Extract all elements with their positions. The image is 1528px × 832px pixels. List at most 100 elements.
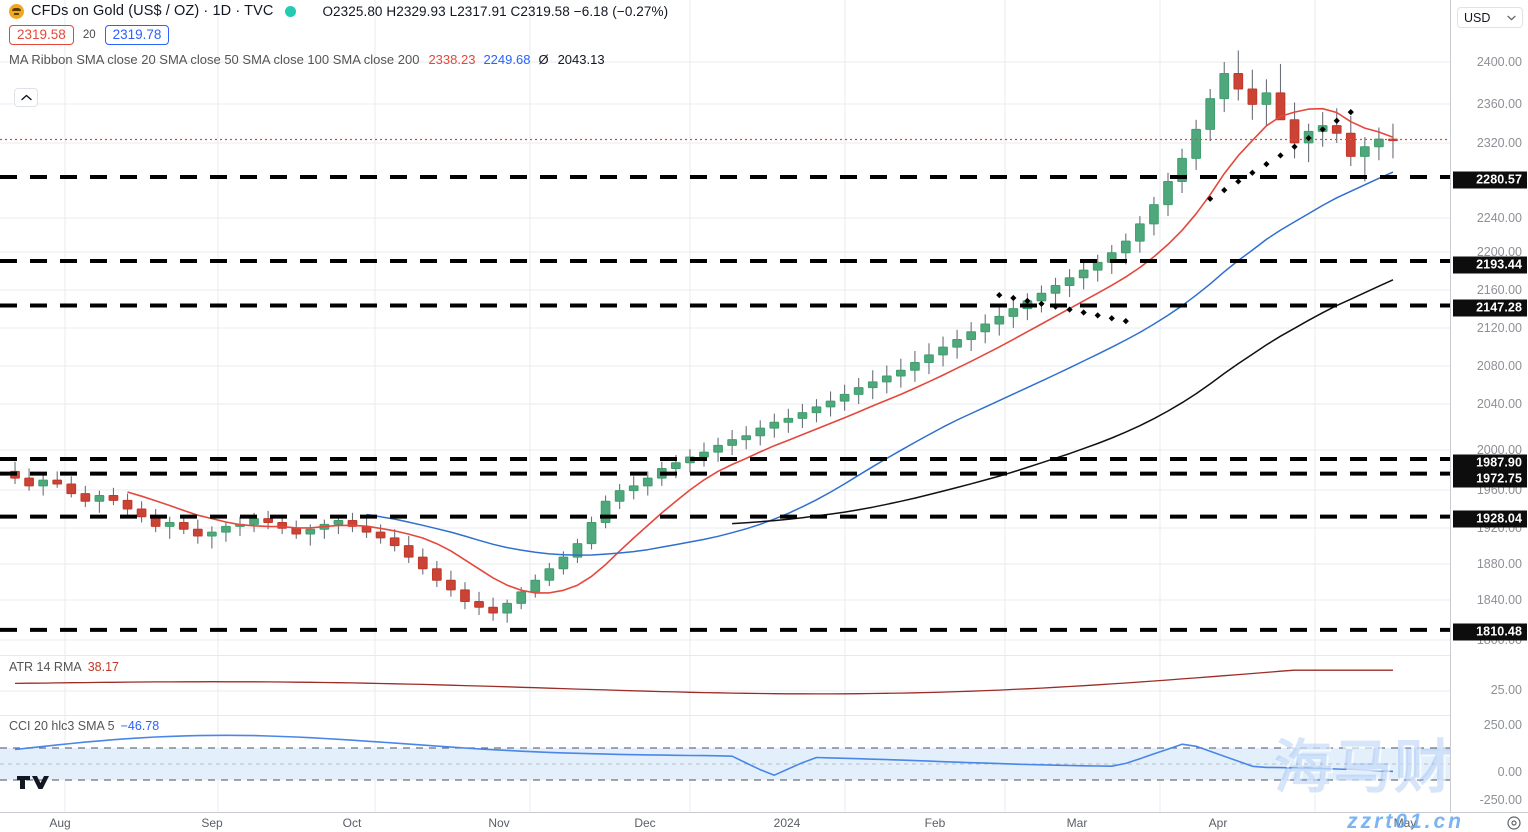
candle-body: [924, 354, 934, 364]
candle-body: [1205, 98, 1216, 130]
candle-body: [1219, 73, 1230, 100]
candle-body: [910, 362, 920, 371]
parabolic-sar-dot: [1319, 126, 1326, 133]
currency-label: USD: [1464, 10, 1491, 25]
candle-body: [881, 375, 892, 383]
atr-value: 38.17: [87, 660, 119, 674]
candle-body: [783, 417, 794, 423]
candle-body: [1261, 92, 1272, 105]
time-tick: May: [1393, 816, 1417, 830]
candle-body: [80, 493, 91, 502]
candle-body: [1008, 308, 1019, 317]
candle-body: [895, 369, 906, 377]
candle-body: [713, 444, 723, 453]
candle-body: [699, 451, 709, 458]
candle-body: [1064, 277, 1075, 286]
time-axis[interactable]: Aug Sep Oct Nov Dec 2024 Feb Mar Apr May: [0, 812, 1528, 832]
time-tick: 2024: [773, 816, 801, 830]
price-tick: 2240.00: [1476, 211, 1522, 225]
parabolic-sar-dot: [1221, 187, 1228, 194]
time-tick: Nov: [488, 816, 510, 830]
candle-body: [755, 427, 766, 437]
chevron-down-icon: [1507, 15, 1516, 20]
collapse-legend-button[interactable]: [14, 88, 38, 107]
atr-legend: ATR 14 RMA 38.17: [9, 660, 119, 674]
parabolic-sar-dot: [1249, 169, 1256, 176]
sma-mid-line: [366, 171, 1394, 556]
candle-body: [403, 545, 414, 558]
candle-body: [994, 315, 1005, 325]
indicator-price-tick: 25.00: [1490, 683, 1522, 697]
candle-body: [305, 528, 316, 535]
candle-body: [52, 479, 63, 485]
price-tick: 2200.00: [1476, 245, 1522, 259]
candle-body: [825, 400, 836, 408]
candle-body: [530, 579, 541, 593]
time-settings-icon[interactable]: [1506, 815, 1522, 831]
parabolic-sar-dot: [1066, 306, 1073, 313]
sma-fast-line: [127, 107, 1394, 594]
candle-body: [642, 477, 653, 487]
price-tick: 2120.00: [1476, 321, 1522, 335]
main-price-pane[interactable]: [0, 0, 1450, 655]
time-tick: Dec: [634, 816, 656, 830]
price-tick: 2160.00: [1476, 283, 1522, 297]
price-tick: 2320.00: [1476, 136, 1522, 150]
candle-body: [600, 500, 611, 523]
candle-body: [1050, 284, 1061, 294]
candle-body: [474, 600, 484, 608]
candle-body: [727, 439, 737, 446]
candle-body: [192, 528, 203, 537]
candle-body: [797, 412, 808, 419]
candle-body: [1036, 292, 1047, 302]
sma-slow-line: [732, 279, 1394, 525]
atr-indicator-pane[interactable]: [0, 655, 1450, 715]
candle-body: [980, 323, 991, 333]
candle-body: [516, 591, 527, 604]
candle-body: [628, 485, 639, 492]
price-tick: 2080.00: [1476, 359, 1522, 373]
candle-body: [966, 331, 977, 340]
quote-row: 2319.58 20 2319.78: [0, 22, 1450, 48]
time-tick: Sep: [201, 816, 223, 830]
parabolic-sar-dot: [1277, 152, 1284, 159]
candle-body: [38, 479, 49, 487]
price-level-badge: 1810.48: [1453, 623, 1527, 641]
price-axis[interactable]: USD 2400.00 2360.00 2320.00 2240.00 2200.00 2…: [1450, 0, 1528, 812]
parabolic-sar-dot: [1038, 300, 1045, 307]
price-level-badge: 1928.04: [1453, 510, 1527, 528]
bid-price[interactable]: 2319.58: [9, 25, 74, 45]
candle-body: [1233, 73, 1244, 90]
parabolic-sar-dot: [1122, 318, 1129, 325]
price-tick: 2000.00: [1476, 443, 1522, 457]
parabolic-sar-dot: [1347, 108, 1354, 116]
candle-body: [1345, 132, 1356, 157]
candle-body: [1275, 92, 1286, 121]
candle-body: [558, 556, 569, 570]
candle-body: [867, 381, 878, 389]
price-tick: 1840.00: [1476, 593, 1522, 607]
time-tick: Aug: [49, 816, 71, 830]
price-tick: 2360.00: [1476, 97, 1522, 111]
tradingview-logo[interactable]: [16, 774, 50, 794]
price-level-badge: 1972.75: [1453, 470, 1527, 488]
candle-body: [1092, 261, 1103, 271]
candle-body: [108, 495, 119, 501]
candle-body: [1078, 269, 1089, 279]
indicator-price-tick: 0.00: [1497, 765, 1522, 779]
candle-body: [24, 477, 34, 487]
ask-price[interactable]: 2319.78: [104, 25, 170, 45]
currency-selector[interactable]: USD: [1457, 7, 1523, 28]
candle-body: [769, 421, 780, 429]
price-level-badge: 1987.90: [1453, 454, 1527, 472]
price-tick: 1880.00: [1476, 557, 1522, 571]
time-tick: Apr: [1208, 816, 1228, 830]
parabolic-sar-dot: [1094, 312, 1101, 319]
candle-body: [94, 495, 105, 502]
parabolic-sar-dot: [1291, 143, 1298, 150]
cci-indicator-pane[interactable]: [0, 715, 1450, 812]
candle-body: [460, 589, 470, 602]
candle-body: [122, 499, 133, 510]
candle-body: [502, 602, 513, 614]
candle-body: [1163, 180, 1173, 206]
